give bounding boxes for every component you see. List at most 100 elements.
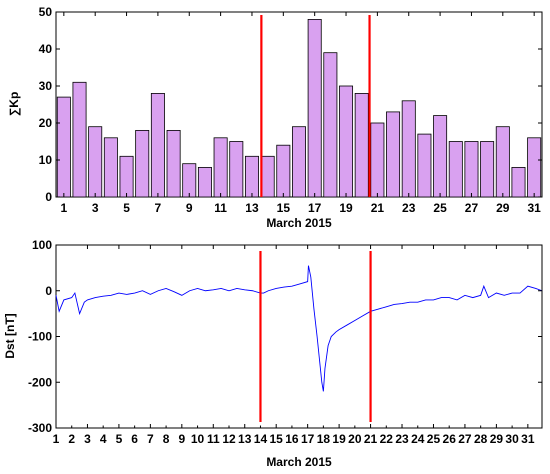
kp-bar (276, 144, 291, 198)
kp-bar (244, 155, 259, 198)
kp-bar (292, 126, 306, 198)
dst-y-tick-label: -300 (28, 421, 52, 435)
dst-x-tick-label: 27 (458, 432, 472, 446)
kp-y-tick-label: 50 (39, 5, 53, 19)
dst-y-tick-label: 100 (32, 238, 52, 252)
dst-x-minor-tick-label: 28 (474, 432, 488, 446)
dst-x-tick-label: 5 (116, 432, 123, 446)
kp-bar (401, 100, 416, 198)
kp-bar (72, 81, 87, 198)
kp-x-tick-label: 31 (527, 201, 541, 215)
dst-x-tick-label: 7 (147, 432, 154, 446)
kp-y-tick-label: 30 (39, 79, 53, 93)
kp-bar (197, 166, 212, 198)
dst-x-tick-label: 15 (270, 432, 284, 446)
kp-event-lines (260, 15, 371, 197)
kp-x-tick-label: 13 (245, 201, 259, 215)
kp-bar (166, 129, 181, 198)
dst-x-minor-tick-label: 26 (443, 432, 457, 446)
kp-bar (464, 141, 479, 198)
kp-y-tick-label: 40 (39, 42, 53, 56)
kp-bar (260, 155, 275, 198)
kp-bar (119, 155, 134, 198)
kp-bars (56, 18, 542, 198)
dst-x-axis-label: March 2015 (266, 455, 332, 469)
kp-x-axis: 1 3 5 7 9 11 13 15 17 19 21 23 25 27 29 31 (60, 12, 541, 215)
kp-bar (182, 163, 197, 198)
dst-x-minor-tick-label: 30 (505, 432, 519, 446)
dst-y-tick-label: 0 (45, 284, 52, 298)
kp-bar (307, 18, 322, 198)
kp-x-tick-label: 15 (277, 201, 291, 215)
kp-bar (417, 133, 432, 198)
kp-y-axis: 0 10 20 30 40 50 (39, 5, 542, 204)
dst-x-tick-label: 29 (490, 432, 504, 446)
dst-y-axis-label: Dst [nT] (3, 313, 17, 358)
kp-y-axis-label: ∑Kp (7, 92, 21, 117)
dst-x-tick-label: 17 (301, 432, 315, 446)
dst-x-minor-tick-label: 16 (285, 432, 299, 446)
kp-bar (448, 141, 463, 198)
dst-x-minor-tick-label: 20 (348, 432, 362, 446)
kp-bar (495, 126, 510, 198)
kp-bar (386, 111, 401, 198)
dst-y-tick-label: -200 (28, 375, 52, 389)
dst-x-tick-label: 23 (395, 432, 409, 446)
dst-y-tick-label: -100 (28, 330, 52, 344)
kp-bar (433, 115, 448, 198)
kp-x-tick-label: 3 (92, 201, 99, 215)
dst-x-tick-label: 3 (84, 432, 91, 446)
kp-y-tick-label: 0 (45, 190, 52, 204)
dst-x-minor-tick-label: 8 (163, 432, 170, 446)
dst-x-minor-tick-label: 2 (68, 432, 75, 446)
kp-bar (135, 129, 150, 198)
kp-bar (370, 122, 385, 198)
kp-x-tick-label: 27 (465, 201, 479, 215)
dst-x-tick-label: 31 (521, 432, 535, 446)
kp-y-tick-label: 20 (39, 116, 53, 130)
kp-x-tick-label: 7 (155, 201, 162, 215)
kp-x-tick-label: 9 (186, 201, 193, 215)
dst-x-minor-tick-label: 14 (254, 432, 268, 446)
dst-x-tick-label: 21 (364, 432, 378, 446)
kp-x-tick-label: 29 (496, 201, 510, 215)
kp-x-tick-label: 5 (123, 201, 130, 215)
kp-x-tick-label: 1 (60, 201, 67, 215)
kp-bar (323, 52, 338, 198)
dst-event-lines (259, 251, 372, 422)
dst-series-line (55, 265, 543, 392)
kp-bar (527, 137, 542, 198)
kp-x-axis-label: March 2015 (266, 216, 332, 230)
dst-x-tick-label: 11 (207, 432, 220, 446)
kp-y-tick-label: 10 (39, 153, 53, 167)
dst-x-tick-label: 1 (53, 432, 60, 446)
kp-x-tick-label: 25 (433, 201, 447, 215)
dst-x-minor-tick-label: 18 (317, 432, 331, 446)
kp-bar (511, 166, 526, 198)
kp-x-tick-label: 11 (214, 201, 227, 215)
kp-x-tick-label: 17 (308, 201, 322, 215)
dst-x-tick-label: 9 (178, 432, 185, 446)
dst-y-axis: -300 -200 -100 0 100 (28, 238, 542, 435)
dst-x-axis: 1 3 5 7 9 11 13 15 17 19 21 23 25 27 29 312 4 6 8 10 12 14 16 1… (53, 245, 535, 446)
kp-bar (213, 137, 228, 198)
kp-bar (150, 93, 165, 198)
kp-bar (56, 96, 71, 198)
dst-x-minor-tick-label: 12 (222, 432, 236, 446)
kp-bar (88, 126, 103, 198)
kp-bar (339, 85, 354, 198)
dst-x-tick-label: 19 (332, 432, 346, 446)
dst-x-minor-tick-label: 24 (411, 432, 425, 446)
kp-bar (103, 137, 118, 198)
kp-x-tick-label: 21 (371, 201, 385, 215)
dst-x-minor-tick-label: 22 (380, 432, 394, 446)
kp-bar (229, 141, 244, 198)
kp-bar (480, 141, 495, 198)
dst-x-minor-tick-label: 4 (100, 432, 107, 446)
dst-plot-frame (55, 244, 543, 429)
dst-x-tick-label: 25 (427, 432, 441, 446)
dst-x-minor-tick-label: 10 (191, 432, 205, 446)
